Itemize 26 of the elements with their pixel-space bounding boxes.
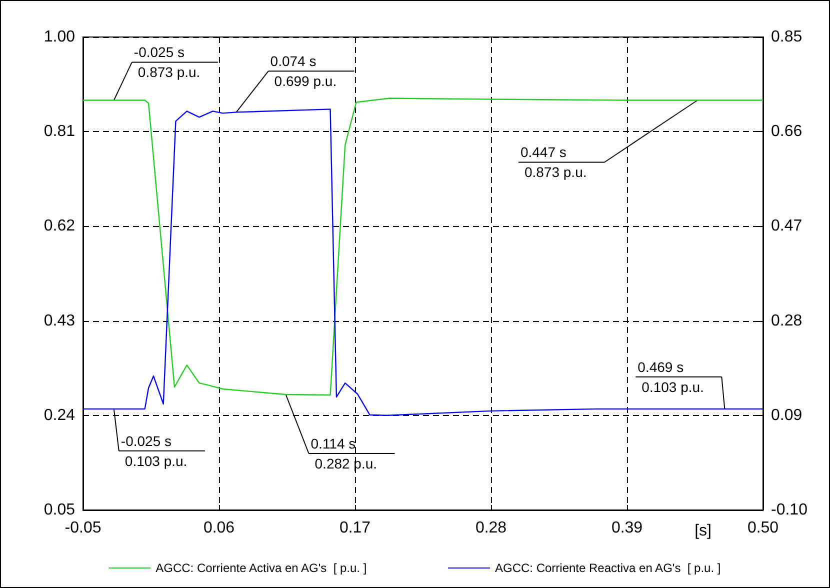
x-tick-label: 0.17 [339,520,371,536]
x-tick-label: 0.28 [475,520,507,536]
x-tick-label: -0.05 [64,520,102,536]
annotation: 0.447 s 0.873 p.u. [520,144,587,180]
legend-label: AGCC: Corriente Activa en AG's [ p.u. ] [156,561,367,575]
y-tick-label: 0.62 [44,218,76,235]
x-tick-label: 0.06 [203,520,235,536]
y2-tick-label: 0.28 [771,312,802,330]
y2-tick-label: -0.10 [771,502,808,518]
y-tick-label: 1.00 [44,28,76,46]
annotation: -0.025 s 0.873 p.u. [134,44,200,80]
y2-tick-label: 0.47 [771,218,802,235]
annotation: 0.074 s 0.699 p.u. [270,53,337,90]
y2-tick-label: 0.66 [771,123,802,140]
y2-tick-label: 0.09 [771,406,802,424]
legend-label: AGCC: Corriente Reactiva en AG's [ p.u. ] [494,561,721,575]
x-tick-label: 0.39 [611,520,643,536]
y-tick-label: 0.05 [44,502,76,518]
y2-tick-label: 0.85 [771,28,802,46]
y-tick-label: 0.81 [44,123,76,140]
x-tick-label: 0.50 [747,520,779,536]
y-tick-label: 0.24 [44,406,76,424]
annotation: 0.469 s 0.103 p.u. [638,358,704,395]
annotation: -0.025 s 0.103 p.u. [120,432,188,469]
y-tick-label: 0.43 [44,312,76,330]
x-axis-title: [s] [694,522,712,540]
